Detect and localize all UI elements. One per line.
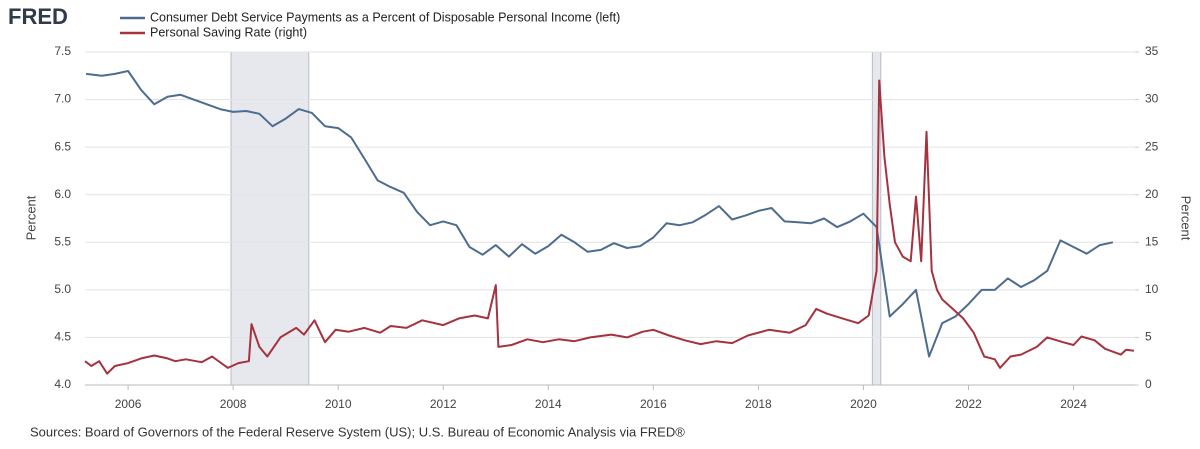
- y2-tick-label: 35: [1145, 44, 1159, 58]
- y2-tick-label: 0: [1145, 377, 1152, 391]
- y-tick-label: 6.5: [54, 139, 71, 153]
- y-tick-label: 4.0: [54, 377, 71, 391]
- y2-tick-label: 10: [1145, 282, 1159, 296]
- y-tick-label: 4.5: [54, 330, 71, 344]
- y2-tick-label: 25: [1145, 139, 1159, 153]
- y2-tick-label: 15: [1145, 234, 1159, 248]
- y2-axis-title: Percent: [1179, 196, 1194, 241]
- y-tick-label: 7.0: [54, 92, 71, 106]
- y2-tick-label: 30: [1145, 92, 1159, 106]
- series-line: [84, 79, 1135, 375]
- x-tick-label: 2020: [850, 397, 877, 411]
- legend-label: Personal Saving Rate (right): [150, 25, 307, 39]
- legend-label: Consumer Debt Service Payments as a Perc…: [150, 10, 620, 24]
- recession-band: [230, 51, 310, 386]
- x-tick-label: 2016: [640, 397, 667, 411]
- series-line: [85, 70, 1114, 358]
- x-tick-label: 2008: [220, 397, 247, 411]
- x-tick-label: 2024: [1060, 397, 1087, 411]
- y2-tick-label: 20: [1145, 187, 1159, 201]
- source: Sources: Board of Governors of the Feder…: [30, 424, 685, 439]
- x-tick-label: 2014: [535, 397, 562, 411]
- y2-tick-label: 5: [1145, 330, 1152, 344]
- y-tick-label: 6.0: [54, 187, 71, 201]
- y-axis-title: Percent: [23, 195, 38, 240]
- y-tick-label: 5.5: [54, 234, 71, 248]
- y-tick-label: 5.0: [54, 282, 71, 296]
- x-tick-label: 2022: [955, 397, 982, 411]
- x-tick-label: 2010: [325, 397, 352, 411]
- x-tick-label: 2018: [745, 397, 772, 411]
- logo: FRED: [8, 4, 68, 29]
- x-tick-label: 2006: [115, 397, 142, 411]
- x-tick-label: 2012: [430, 397, 457, 411]
- y-tick-label: 7.5: [54, 44, 71, 58]
